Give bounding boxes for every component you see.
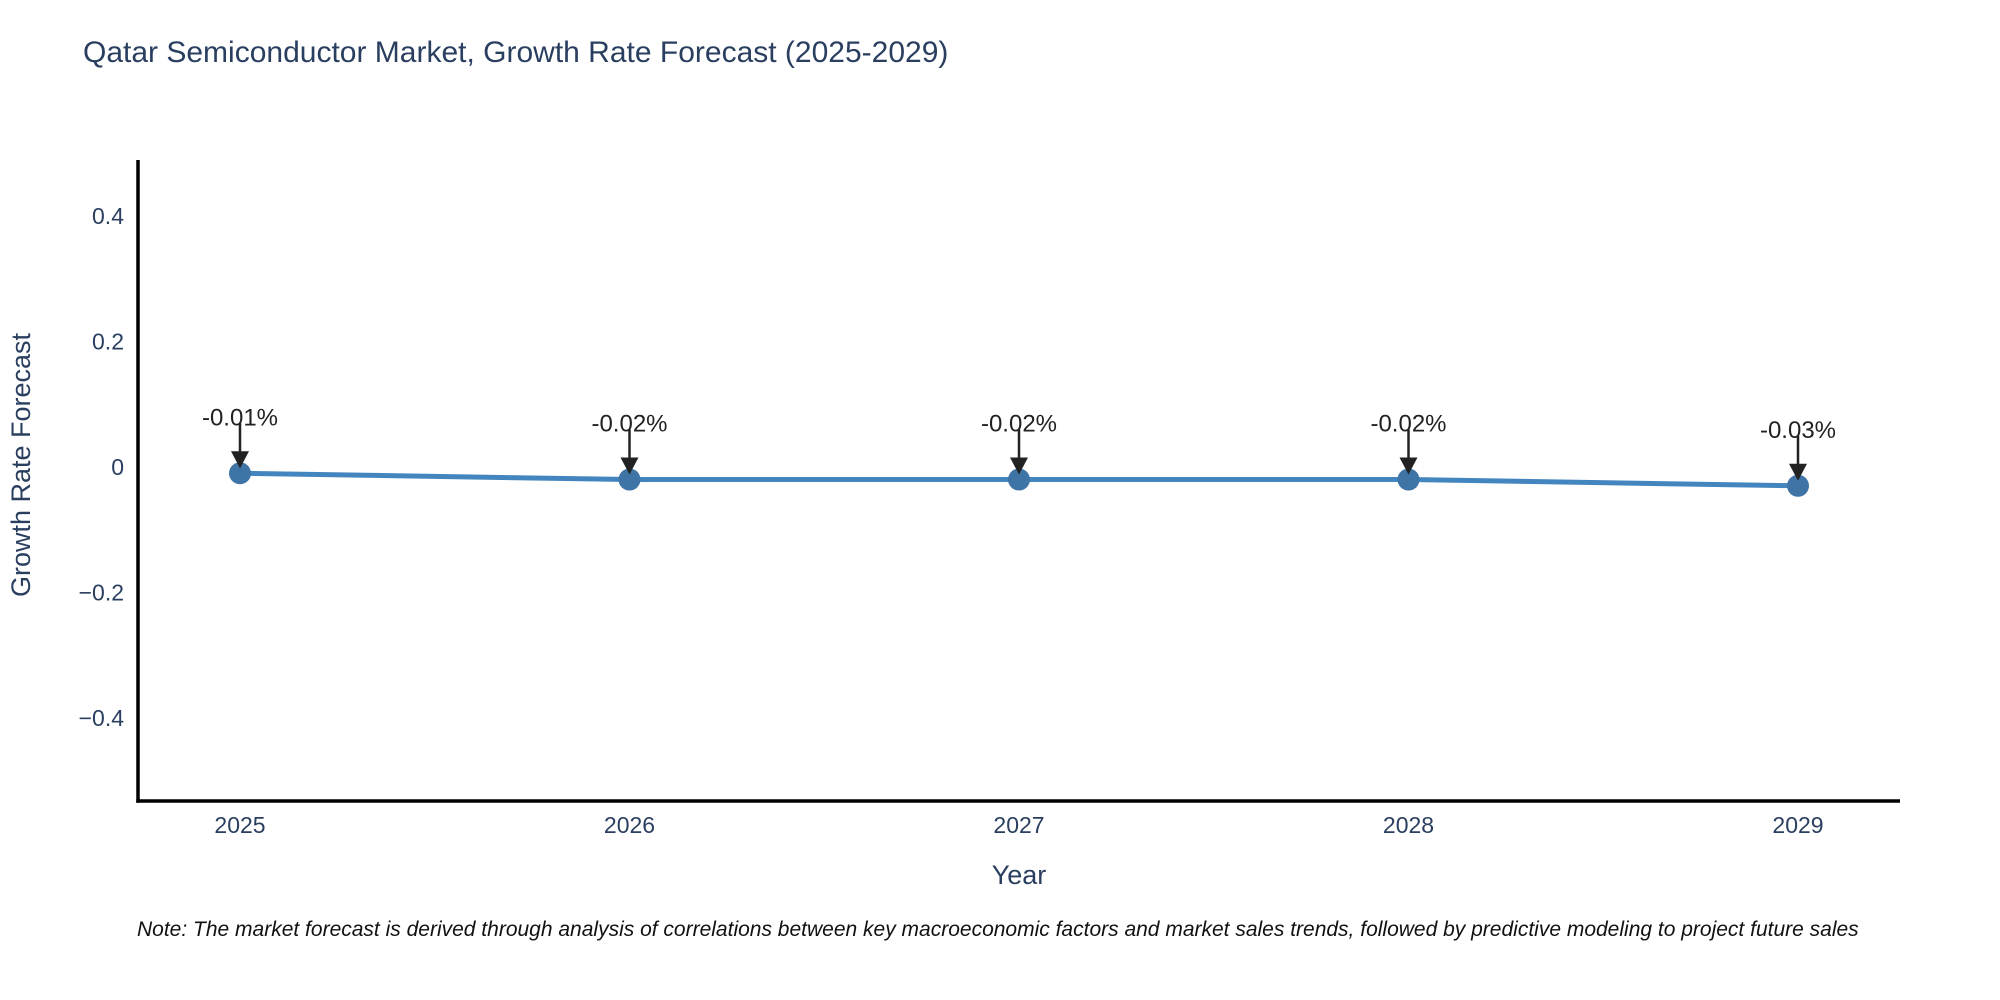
data-point-label: -0.01% (202, 404, 278, 431)
annotation-arrow-head (231, 451, 249, 469)
y-axis-title: Growth Rate Forecast (6, 332, 36, 597)
chart-title: Qatar Semiconductor Market, Growth Rate … (83, 36, 949, 69)
x-tick-label: 2029 (1772, 812, 1823, 838)
annotation-arrow-head (1789, 463, 1807, 481)
annotation-arrow-head (1399, 457, 1418, 475)
data-point-label: -0.02% (1370, 411, 1446, 438)
y-tick-label: 0.4 (92, 203, 124, 229)
data-point-label: -0.02% (981, 411, 1057, 438)
x-tick-label: 2028 (1383, 812, 1434, 838)
annotation-arrow-head (1010, 457, 1028, 475)
y-tick-label: −0.4 (79, 705, 125, 731)
x-tick-label: 2025 (214, 812, 265, 838)
data-point-marker (618, 468, 641, 491)
data-point-marker (1397, 468, 1420, 491)
x-axis-title: Year (992, 860, 1047, 890)
x-tick-label: 2027 (993, 812, 1044, 838)
data-point-marker (1008, 468, 1030, 491)
data-point-label: -0.03% (1760, 417, 1836, 444)
data-point-label: -0.02% (591, 411, 667, 438)
footnote: Note: The market forecast is derived thr… (137, 918, 1859, 941)
data-point-marker (229, 462, 251, 485)
annotation-arrow-head (620, 457, 639, 475)
y-tick-label: 0.2 (92, 329, 124, 355)
y-tick-label: 0 (111, 454, 124, 480)
y-tick-label: −0.2 (79, 579, 124, 605)
data-point-marker (1787, 474, 1809, 497)
x-tick-label: 2026 (604, 812, 655, 838)
